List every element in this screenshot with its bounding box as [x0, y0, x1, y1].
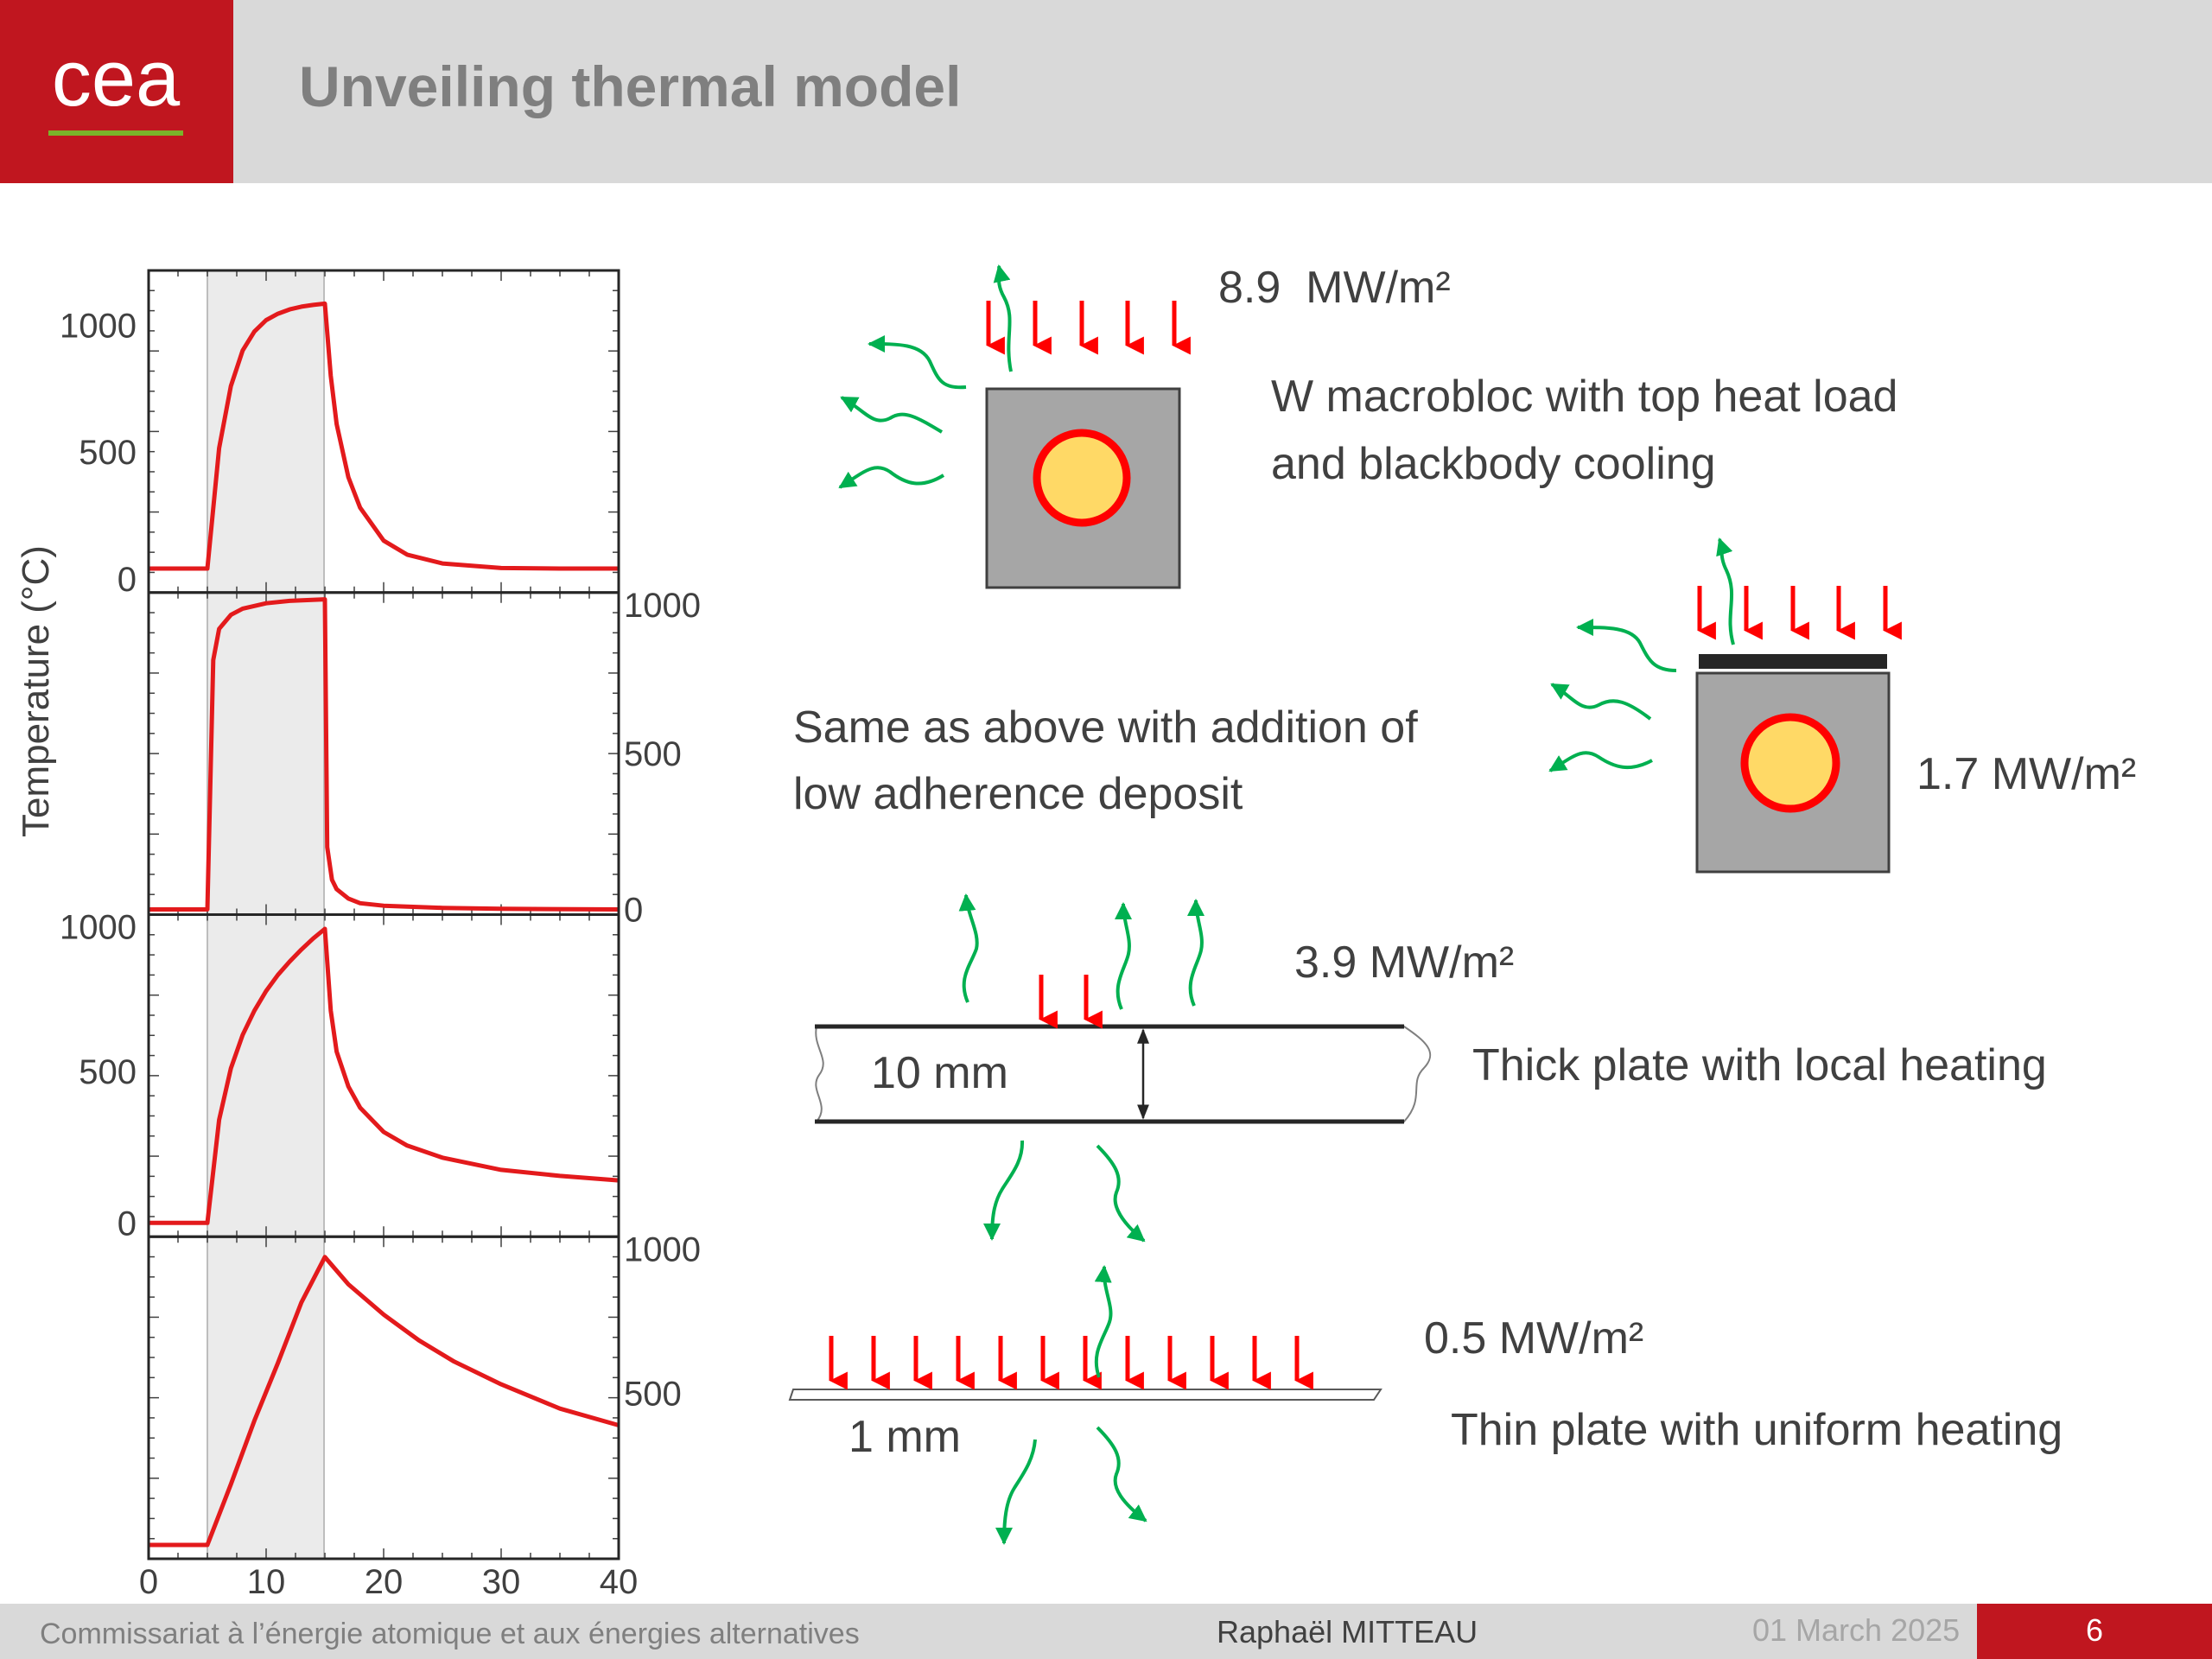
y-tick-label: 0 [118, 1205, 137, 1243]
diagram-deposit: Same as above with addition of low adher… [793, 537, 2136, 874]
x-tick-label: 20 [365, 1563, 404, 1601]
y-tick-label: 1000 [60, 307, 137, 345]
heat-load-arrows [1697, 586, 1902, 640]
heat-flux-label: 8.9 MW/m² [1218, 263, 1451, 313]
temperature-chart: 1000 500 0 1000 500 0 1000 500 0 1000 500 0 10 20 30 40… [15, 269, 701, 1601]
diagram-macrobloc: 8.9 MW/m² W macrobloc with top heat load… [838, 263, 1897, 589]
cooling-pipe [1740, 713, 1840, 813]
temperature-series-2 [149, 597, 620, 912]
heat-flux-label: 1.7 MW/m² [1916, 749, 2136, 799]
heat-flux-label: 0.5 MW/m² [1424, 1313, 1643, 1363]
diagram-caption: W macrobloc with top heat load [1271, 372, 1897, 422]
thick-plate [814, 1026, 1432, 1122]
radiation-arrows [838, 264, 1013, 489]
header-band [0, 0, 2212, 183]
diagram-caption: Thin plate with uniform heating [1451, 1405, 2063, 1455]
page-number: 6 [2085, 1612, 2104, 1648]
y-tick-label: 0 [118, 561, 137, 599]
cea-logo: cea [0, 0, 233, 183]
heat-load-arrows [829, 1336, 1313, 1390]
deposit-layer [1699, 654, 1887, 669]
footer-organization: Commissariat à l’énergie atomique et aux… [40, 1618, 860, 1650]
radiation-arrows [958, 893, 1205, 1243]
x-tick-label: 40 [600, 1563, 639, 1601]
page-title: Unveiling thermal model [299, 54, 962, 118]
y-tick-label: 1000 [624, 1230, 701, 1268]
y-tick-label: 500 [79, 1053, 137, 1091]
temperature-series-4 [149, 1255, 620, 1548]
main-content: 1000 500 0 1000 500 0 1000 500 0 1000 500 0 10 20 30 40… [15, 263, 2136, 1601]
thickness-label: 10 mm [871, 1048, 1008, 1098]
diagram-thick-plate: 10 mm 3.9 MW/m² Thick plate with local h… [814, 893, 2047, 1243]
temperature-series-3 [149, 926, 620, 1225]
diagram-caption: and blackbody cooling [1271, 439, 1716, 489]
cooling-pipe [1033, 429, 1131, 527]
radiation-arrows [995, 1265, 1147, 1545]
heat-flux-label: 3.9 MW/m² [1294, 938, 1514, 988]
chart-panel-4 [147, 1235, 620, 1560]
thickness-label: 1 mm [849, 1412, 961, 1462]
cea-logo-text: cea [52, 35, 181, 123]
y-axis-label: Temperature (°C) [15, 545, 57, 837]
y-tick-label: 0 [624, 892, 643, 930]
diagram-thin-plate: 1 mm 0.5 MW/m² Thin plate with uniform h… [788, 1265, 2063, 1545]
x-tick-label: 10 [247, 1563, 286, 1601]
y-tick-label: 500 [624, 1376, 682, 1414]
x-tick-label: 0 [139, 1563, 158, 1601]
thin-plate [788, 1389, 1382, 1401]
footer-band [0, 1604, 2212, 1659]
diagram-caption: Same as above with addition of [793, 702, 1418, 753]
page-number-box [1977, 1604, 2212, 1659]
diagram-caption: low adherence deposit [793, 769, 1243, 819]
temperature-series-1 [149, 301, 619, 571]
y-tick-label: 500 [624, 735, 682, 773]
heat-load-arrows [1039, 975, 1103, 1029]
heat-load-arrows [986, 301, 1191, 355]
cea-logo-mark: cea [48, 35, 183, 136]
radiation-arrows [1548, 537, 1735, 772]
y-tick-label: 1000 [60, 909, 137, 947]
y-tick-label: 1000 [624, 587, 701, 625]
x-tick-label: 30 [482, 1563, 521, 1601]
footer-author: Raphaël MITTEAU [1217, 1614, 1478, 1649]
diagram-caption: Thick plate with local heating [1472, 1040, 2047, 1090]
footer-date: 01 March 2025 [1752, 1612, 1961, 1648]
y-tick-label: 500 [79, 434, 137, 472]
